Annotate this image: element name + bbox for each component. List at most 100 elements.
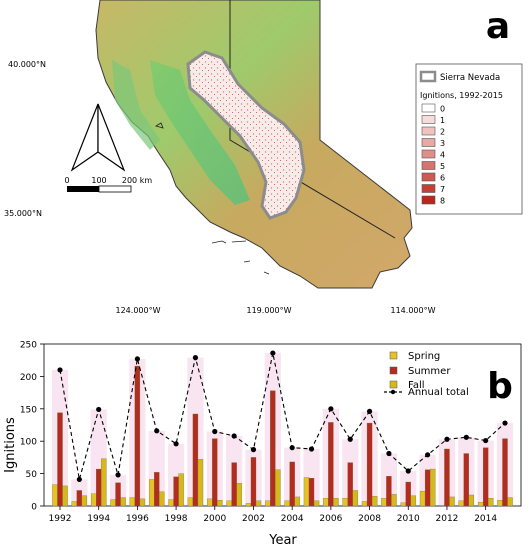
bar-spring [458,500,464,507]
bar-spring [187,497,194,507]
annual-total-line [59,352,506,480]
plot-frame [43,343,522,507]
coastal-lowland [112,60,160,150]
x-tick-label: 2000 [203,514,226,524]
bar-spring [110,499,116,507]
x-axis-label: Year [268,533,297,548]
annual-total-point [425,452,431,458]
annual-total-point [154,428,160,434]
annual-total-point [444,436,450,442]
bar-spring [245,503,252,507]
bar-fall [507,497,513,507]
bar-fall [294,496,300,507]
bar-spring [168,499,174,507]
bar-spring [381,498,387,507]
bar-spring [419,490,426,507]
bar-fall [275,469,281,507]
annual-total-point [308,446,315,452]
legend-level-swatch [421,103,436,113]
scale-tick-200: 200 km [122,176,152,185]
bar-summer [192,413,199,507]
legend-levels: 0 1 2 3 4 5 6 7 8 [421,103,445,206]
bar-summer [57,412,63,507]
bar-fall [62,485,68,507]
north-arrow-icon [70,103,126,172]
annual-total-point [366,408,373,414]
state-border [229,0,396,239]
y-tick-label: 150 [20,405,37,415]
bar-summer [366,422,373,507]
bar-summer [289,461,295,507]
legend-label-fall: Fall [408,380,425,391]
y-tick-label: 250 [20,341,37,351]
bar-spring [497,500,503,507]
bar-summer [308,477,315,507]
legend-level-label: 0 [440,105,445,114]
annual-total-point [173,441,179,447]
sierra-nevada-region [186,50,306,220]
x-tick-label: 2012 [436,514,459,524]
lon-label-114: 114.000°W [391,306,436,315]
bar-spring [226,500,232,507]
bar-spring [129,497,136,507]
legend-level-swatch [421,184,436,193]
annual-total-point [115,472,121,478]
x-tick-label: 2014 [474,514,497,524]
annual-total-point [96,406,102,413]
bar-summer [405,481,411,507]
panel-label-a: a [486,6,510,47]
legend-region-swatch [419,70,437,83]
central-valley [150,60,250,205]
chart-axes [43,343,522,507]
y-tick-label: 100 [20,438,37,448]
annual-total-point [328,406,334,412]
annual-total-point [212,428,218,435]
annual-total-point [57,367,63,373]
bar-summer [76,490,83,507]
bar-summer [270,390,276,507]
legend-level-swatch [421,149,436,159]
x-tick-label: 2002 [242,514,265,524]
legend-level-label: 7 [440,185,445,194]
y-tick-label: 0 [31,503,37,513]
bar-summer [463,453,469,507]
annual-total-point [270,350,276,356]
legend-swatch-summer [389,366,398,375]
scale-bar: 0 100 200 km [64,176,152,193]
annual-total-point [76,476,82,483]
legend-swatch-spring [389,351,398,360]
legend-level-label: 1 [440,116,445,125]
legend-heading: Ignitions, 1992-2015 [420,91,503,100]
legend-level-label: 2 [440,128,445,137]
chart-legend: Spring Summer Fall Annual total [384,351,469,398]
bar-spring [303,477,310,507]
bar-spring [52,484,58,507]
legend-swatch-fall [389,380,398,389]
legend-level-swatch [421,161,436,170]
legend-level-swatch [421,172,436,182]
lon-label-124: 124.000°W [116,306,161,315]
chart-bars [52,365,513,507]
bar-summer [250,457,257,507]
bar-fall [313,500,320,507]
legend-level-label: 8 [440,197,445,206]
bar-summer [328,422,334,507]
bar-fall [391,494,397,507]
bar-summer [444,448,450,507]
annual-total-point [289,445,295,451]
legend-level-label: 5 [440,162,445,171]
panel-label-b: b [487,366,513,407]
x-tick-labels: 1992 1994 1996 1998 2000 2002 2004 2006 2008 2010… [49,506,497,524]
bar-fall [101,458,107,507]
bar-fall [371,496,378,507]
legend-level-label: 6 [440,174,445,183]
bar-summer [231,462,237,507]
scale-tick-100: 100 [91,176,106,185]
bar-fall [178,473,184,507]
bar-fall [139,498,146,507]
x-tick-label: 1996 [126,514,149,524]
bar-spring [149,479,155,507]
x-tick-label: 1998 [165,514,188,524]
bar-spring [342,498,348,507]
lon-label-119: 119.000°W [247,306,292,315]
